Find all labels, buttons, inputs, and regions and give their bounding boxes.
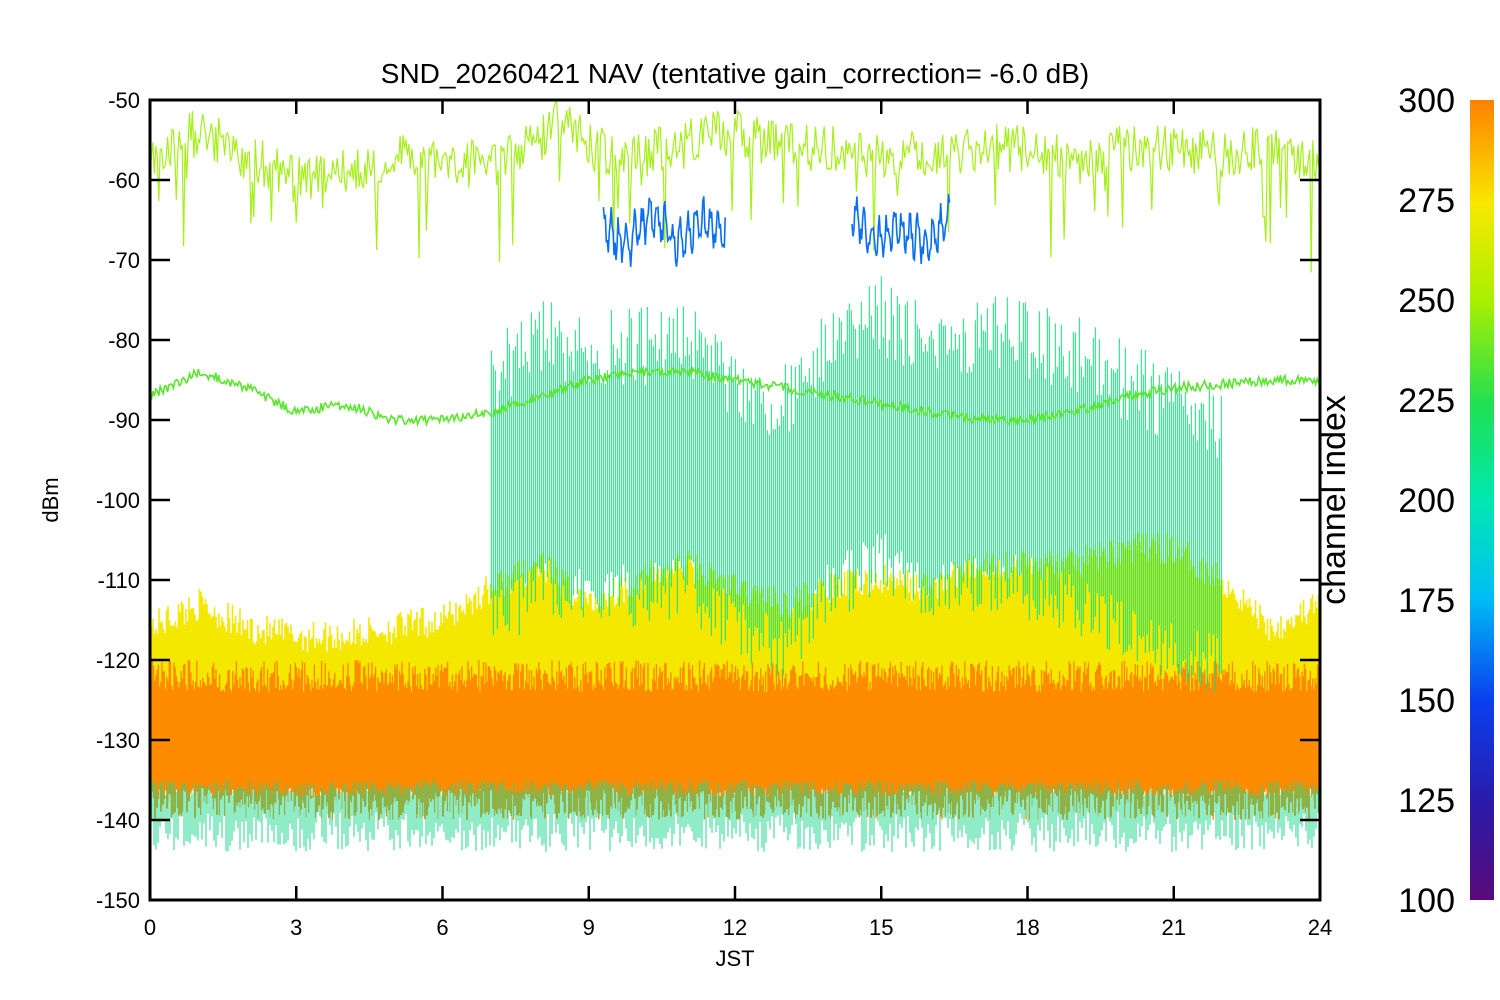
series-channel-255-upper-band- — [150, 100, 1320, 273]
y-tick-label: -80 — [108, 328, 140, 353]
series-path — [150, 660, 1320, 820]
colorbar-tick-label: 125 — [1398, 782, 1455, 820]
y-tick-label: -120 — [96, 648, 140, 673]
y-tick-label: -70 — [108, 248, 140, 273]
series-path — [851, 194, 951, 265]
y-tick-label: -150 — [96, 888, 140, 913]
series-channel-155-blue-bursts- — [602, 194, 951, 267]
colorbar-label: channel index — [1315, 395, 1353, 605]
x-axis: 0 3 6 9 12 15 18 21 24 — [144, 100, 1332, 940]
colorbar-tick-label: 100 — [1398, 882, 1455, 920]
x-tick-label: 18 — [1015, 915, 1039, 940]
series-speckle — [150, 780, 1320, 852]
colorbar-tick-label: 200 — [1398, 482, 1455, 520]
x-tick-label: 3 — [290, 915, 302, 940]
series-path — [150, 100, 1320, 273]
x-tick-label: 24 — [1308, 915, 1332, 940]
y-tick-label: -140 — [96, 808, 140, 833]
colorbar-tick-label: 150 — [1398, 682, 1455, 720]
y-tick-label: -60 — [108, 168, 140, 193]
y-axis: -50 -60 -70 -80 -90 -100 -110 -120 -130 -140 -150 — [96, 88, 1320, 913]
colorbar-tick-label: 225 — [1398, 382, 1455, 420]
x-tick-label: 12 — [723, 915, 747, 940]
y-tick-label: -100 — [96, 488, 140, 513]
series-channel-245-mid-trace- — [150, 365, 1320, 428]
x-tick-label: 21 — [1162, 915, 1186, 940]
y-tick-label: -90 — [108, 408, 140, 433]
x-tick-label: 9 — [583, 915, 595, 940]
colorbar-tick-label: 300 — [1398, 82, 1455, 120]
series-path — [150, 365, 1320, 428]
series-channel-285-noise-floor- — [150, 660, 1320, 852]
y-tick-label: -50 — [108, 88, 140, 113]
series-channel-215-green-activity- — [490, 276, 1222, 693]
x-tick-label: 0 — [144, 915, 156, 940]
y-axis-label: dBm — [38, 477, 63, 522]
x-axis-label: JST — [715, 946, 754, 971]
colorbar-tick-label: 175 — [1398, 582, 1455, 620]
colorbar — [1470, 100, 1494, 900]
series-path — [602, 196, 726, 267]
x-tick-label: 15 — [869, 915, 893, 940]
colorbar-ticks: 100 125 150 175 200 225 250 275 300 — [1398, 82, 1455, 920]
x-tick-label: 6 — [436, 915, 448, 940]
plot-area — [150, 100, 1320, 852]
y-tick-label: -110 — [98, 568, 140, 593]
colorbar-tick-label: 250 — [1398, 282, 1455, 320]
chart-title: SND_20260421 NAV (tentative gain_correct… — [381, 58, 1089, 89]
y-tick-label: -130 — [96, 728, 140, 753]
series-path — [490, 276, 1222, 693]
colorbar-tick-label: 275 — [1398, 182, 1455, 220]
